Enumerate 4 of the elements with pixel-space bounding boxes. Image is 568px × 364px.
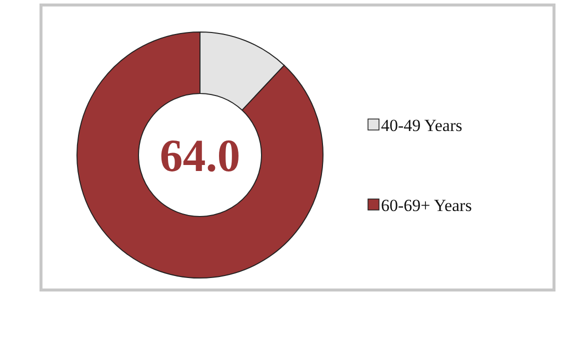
text: 64.0 bbox=[160, 130, 240, 182]
legend-label: 60-69+ Years bbox=[381, 196, 472, 215]
donut-slice bbox=[76, 32, 324, 278]
legend-label: 40-49 Years bbox=[381, 116, 462, 135]
